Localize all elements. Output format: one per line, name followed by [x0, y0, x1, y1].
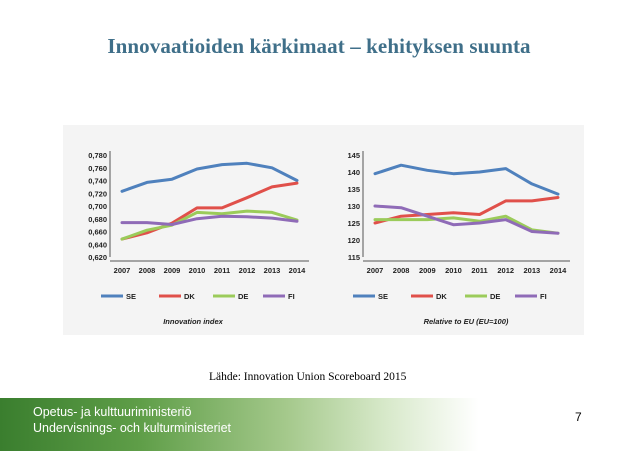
x-tick-label: 2008	[393, 266, 410, 275]
legend-label-de: DE	[490, 292, 500, 301]
x-tick-label: 2007	[114, 266, 131, 275]
x-tick-label: 2013	[264, 266, 281, 275]
y-tick-label: 0,720	[88, 189, 107, 198]
y-tick-label: 0,680	[88, 215, 107, 224]
y-tick-label: 0,740	[88, 177, 107, 186]
ministry-name-finnish: Opetus- ja kulttuuriministeriö	[33, 405, 192, 419]
footer-banner: Opetus- ja kulttuuriministeriö Undervisn…	[0, 398, 638, 451]
series-line-dk	[120, 181, 299, 241]
slide-title: Innovaatioiden kärkimaat – kehityksen su…	[107, 34, 531, 58]
series-line-fi	[373, 204, 560, 235]
chart-figure: 0,620 0,640 0,660 0,680 0,700 0,720 0,740 0,760…	[63, 125, 584, 335]
y-tick-label: 130	[347, 202, 360, 211]
x-tick-label: 2012	[497, 266, 514, 275]
x-tick-label: 2007	[367, 266, 384, 275]
ministry-name-swedish: Undervisnings- och kulturministeriet	[33, 421, 231, 435]
y-tick-label: 0,620	[88, 253, 107, 262]
y-tick-label: 0,640	[88, 240, 107, 249]
x-tick-label: 2009	[419, 266, 436, 275]
legend-label-de: DE	[238, 292, 248, 301]
legend-label-dk: DK	[436, 292, 447, 301]
x-tick-label: 2011	[214, 266, 230, 275]
y-tick-label: 145	[347, 151, 360, 160]
y-tick-label: 140	[347, 168, 360, 177]
y-tick-label: 0,700	[88, 202, 107, 211]
page-number: 7	[575, 410, 582, 424]
series-line-se	[373, 163, 560, 196]
x-tick-label: 2010	[445, 266, 462, 275]
y-tick-label: 125	[347, 219, 360, 228]
footer-gradient	[0, 398, 638, 451]
y-tick-label: 0,760	[88, 164, 107, 173]
series-line-de	[373, 214, 560, 235]
y-tick-label: 0,660	[88, 228, 107, 237]
x-tick-label: 2009	[164, 266, 181, 275]
x-tick-label: 2013	[524, 266, 541, 275]
x-tick-label: 2014	[289, 266, 307, 275]
legend-label-fi: FI	[540, 292, 547, 301]
series-line-fi	[120, 214, 299, 226]
chart-caption: Relative to EU (EU=100)	[424, 317, 509, 326]
legend-label-se: SE	[378, 292, 388, 301]
x-tick-label: 2010	[189, 266, 206, 275]
y-tick-label: 120	[347, 236, 360, 245]
series-line-dk	[373, 196, 560, 225]
legend-label-dk: DK	[184, 292, 195, 301]
series-line-se	[120, 161, 299, 193]
x-tick-label: 2012	[239, 266, 256, 275]
y-tick-label: 115	[348, 253, 360, 262]
x-tick-label: 2011	[471, 266, 487, 275]
legend-label-fi: FI	[288, 292, 295, 301]
ministry-name: Opetus- ja kulttuuriministeriö Undervisn…	[33, 404, 231, 436]
chart-caption: Innovation index	[163, 317, 223, 326]
source-citation: Lähde: Innovation Union Scoreboard 2015	[209, 371, 407, 383]
series-line-de	[120, 209, 299, 241]
y-tick-label: 135	[347, 185, 360, 194]
x-tick-label: 2014	[550, 266, 568, 275]
x-tick-label: 2008	[139, 266, 156, 275]
y-tick-label: 0,780	[88, 151, 107, 160]
innovation-index-chart: 0,620 0,640 0,660 0,680 0,700 0,720 0,740 0,760…	[88, 151, 309, 326]
legend-label-se: SE	[126, 292, 136, 301]
relative-to-eu-chart: 115 120 125 130 135 140 145 2007 2008 2009 2010 201…	[347, 151, 570, 326]
